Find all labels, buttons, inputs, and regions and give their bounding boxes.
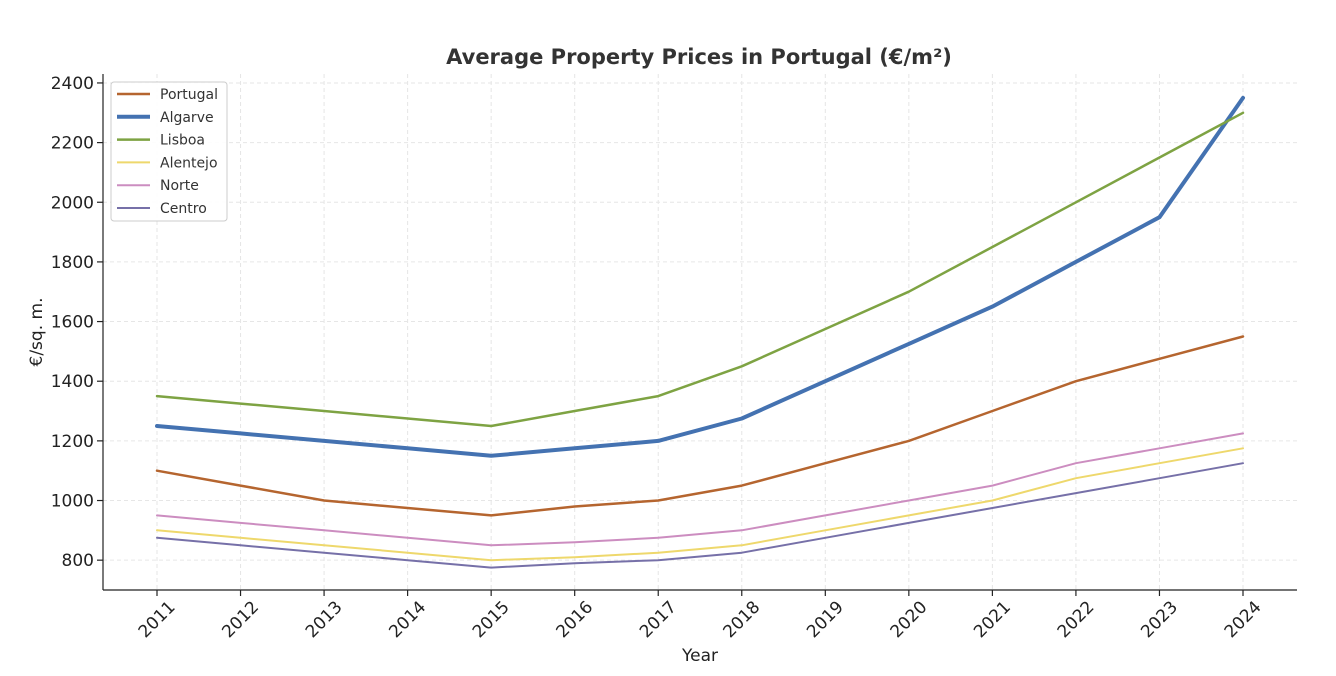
x-tick-label: 2019: [803, 597, 848, 642]
y-axis-label: €/sq. m.: [27, 298, 47, 367]
y-ticks: 800 1000 1200 1400 1600 1800 2000 2200 2400: [51, 74, 103, 571]
legend-label-algarve: Algarve: [160, 110, 214, 126]
x-tick-label: 2024: [1221, 597, 1266, 642]
series-line-algarve: [155, 95, 1245, 458]
x-tick-label: 2016: [552, 597, 597, 642]
legend: Portugal Algarve Lisboa Alentejo Norte Centro: [110, 81, 228, 222]
legend-label-norte: Norte: [160, 178, 199, 194]
legend-label-alentejo: Alentejo: [160, 155, 218, 171]
x-tick-label: 2013: [302, 597, 347, 642]
x-axis-label: Year: [681, 646, 718, 666]
y-tick-label: 2400: [51, 74, 94, 94]
x-ticks: 2011 2012 2013 2014 2015 2016 2017 2018 2019 2020…: [135, 590, 1266, 642]
x-tick-label: 2023: [1137, 597, 1182, 642]
x-tick-label: 2011: [135, 597, 180, 642]
y-tick-label: 1000: [51, 492, 94, 512]
series-lines: [155, 95, 1245, 569]
series-line-portugal: [155, 335, 1245, 517]
series-line-alentejo: [156, 447, 1244, 562]
series-line-norte: [156, 432, 1244, 547]
x-tick-label: 2022: [1054, 597, 1099, 642]
legend-label-portugal: Portugal: [160, 87, 218, 103]
y-tick-label: 1800: [51, 253, 94, 273]
x-tick-label: 2017: [636, 597, 681, 642]
x-tick-label: 2012: [218, 597, 263, 642]
y-tick-label: 800: [62, 551, 94, 571]
y-tick-label: 1200: [51, 432, 94, 452]
y-tick-label: 1600: [51, 313, 94, 333]
x-tick-label: 2014: [385, 597, 430, 642]
x-tick-label: 2020: [887, 597, 932, 642]
legend-label-centro: Centro: [160, 201, 207, 217]
y-tick-label: 1400: [51, 372, 94, 392]
x-tick-label: 2021: [970, 597, 1015, 642]
series-line-centro: [156, 462, 1244, 569]
legend-label-lisboa: Lisboa: [160, 133, 205, 149]
series-line-lisboa: [155, 111, 1245, 428]
grid: [103, 74, 1297, 590]
y-tick-label: 2200: [51, 134, 94, 154]
x-tick-label: 2018: [720, 597, 765, 642]
y-tick-label: 2000: [51, 193, 94, 213]
x-tick-label: 2015: [469, 597, 514, 642]
axes: [102, 74, 1297, 591]
chart-title: Average Property Prices in Portugal (€/m…: [446, 45, 952, 69]
